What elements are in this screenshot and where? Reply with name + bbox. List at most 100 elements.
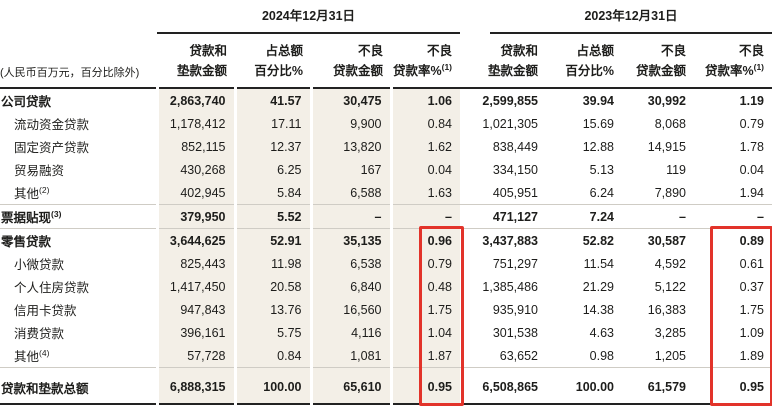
table-cell: 100.00 (233, 367, 311, 405)
table-cell: 0.96 (389, 228, 460, 252)
table-cell: 61,579 (622, 367, 694, 405)
table-row: 其他(4) 57,728 0.84 1,081 1.87 63,652 0.98 1,205 1… (0, 344, 772, 368)
table-row: 其他(2) 402,945 5.84 6,588 1.63 405,951 6.24 7,89… (0, 181, 772, 205)
table-row: 公司贷款 2,863,740 41.57 30,475 1.06 2,599,855 39.… (0, 88, 772, 112)
table-cell: 9,900 (309, 112, 391, 135)
row-label: 贷款和垫款总额 (0, 367, 157, 405)
table-cell: 15.69 (582, 116, 614, 131)
table-row: 贷款和垫款总额 6,888,315 100.00 65,610 0.95 6,508,86… (0, 367, 772, 405)
table-cell: 3,437,883 (482, 233, 538, 248)
row-label: 流动资金贷款 (14, 118, 90, 132)
table-cell: 0.04 (739, 162, 764, 177)
table-cell: 2,599,855 (482, 93, 538, 108)
table-cell: 30,587 (647, 233, 686, 248)
col-header-2023-npl-amount: 不良 贷款金额 (622, 34, 694, 89)
table-cell: 4,592 (654, 256, 686, 271)
table-cell: 6,538 (309, 252, 391, 275)
table-cell: 4,116 (309, 321, 391, 344)
table-cell: 5.52 (233, 204, 311, 229)
table-cell: 6,588 (309, 181, 391, 205)
column-header-row: (人民币百万元，百分比除外) 贷款和 垫款金额 占总额 百分比% 不良 贷款金额… (0, 34, 772, 89)
table-cell: 0.37 (739, 279, 764, 294)
row-label: 其他(4) (0, 344, 157, 368)
table-cell: 1.75 (739, 302, 764, 317)
table-cell: 20.58 (233, 275, 311, 298)
table-cell: 825,443 (155, 252, 235, 275)
table-cell: 1.06 (389, 88, 460, 112)
col-header-2023-loan-amount: 贷款和 垫款金额 (460, 34, 546, 89)
table-cell: 8,068 (654, 116, 686, 131)
footnote-ref: (3) (51, 208, 62, 219)
table-row: 小微贷款 825,443 11.98 6,538 0.79 751,297 11.54 4,5… (0, 252, 772, 275)
table-cell: 0.89 (739, 233, 764, 248)
table-cell: 751,297 (492, 256, 538, 271)
table-cell: 0.95 (389, 367, 460, 405)
table-cell: – (694, 204, 772, 229)
table-cell: 16,383 (647, 302, 686, 317)
table-cell: 935,910 (492, 302, 538, 317)
table-cell: 11.54 (583, 256, 614, 271)
row-label: 小微贷款 (14, 258, 65, 272)
table-cell: 5.84 (233, 181, 311, 205)
table-cell: 396,161 (155, 321, 235, 344)
table-cell: 334,150 (492, 162, 538, 177)
table-cell: 1.75 (389, 298, 460, 321)
table-cell: 1.89 (694, 344, 772, 368)
col-header-2023-pct-of-total: 占总额 百分比% (546, 34, 622, 89)
table-cell: 0.84 (389, 112, 460, 135)
spacer-cell (0, 0, 157, 34)
table-cell: 0.95 (694, 367, 772, 405)
table-cell: 1,178,412 (155, 112, 235, 135)
row-label: 消费贷款 (14, 327, 65, 341)
table-cell: 0.04 (389, 158, 460, 181)
table-cell: 13,820 (309, 135, 391, 158)
table-cell: 0.98 (546, 344, 622, 368)
table-cell: 1.63 (389, 181, 460, 205)
table-cell: 13.76 (233, 298, 311, 321)
footnote-ref-1: (1) (753, 61, 764, 72)
table-cell: 52.91 (233, 228, 311, 252)
row-label: 信用卡贷款 (14, 304, 77, 318)
table-cell: 0.61 (739, 256, 764, 271)
table-cell: 0.79 (739, 116, 764, 131)
footnote-ref: (4) (39, 347, 50, 358)
period-2023-cell: 2023年12月31日 (460, 0, 772, 34)
table-row: 消费贷款 396,161 5.75 4,116 1.04 301,538 4.63 3,285… (0, 321, 772, 344)
table-row: 个人住房贷款 1,417,450 20.58 6,840 0.48 1,385,486 21… (0, 275, 772, 298)
table-cell: 7,890 (622, 181, 694, 205)
table-cell: 167 (309, 158, 391, 181)
table-cell: 6,840 (309, 275, 391, 298)
table-cell: 4.63 (589, 325, 614, 340)
table-cell: 119 (666, 162, 686, 177)
table-cell: 57,728 (155, 344, 235, 368)
table-cell: 1,081 (309, 344, 391, 368)
table-cell: 0.84 (233, 344, 311, 368)
table-cell: 6.25 (233, 158, 311, 181)
row-label: 零售贷款 (1, 235, 52, 249)
row-label: 个人住房贷款 (14, 281, 90, 295)
table-cell: 52.82 (582, 233, 614, 248)
table-cell: 947,843 (155, 298, 235, 321)
table-cell: 12.37 (233, 135, 311, 158)
table-cell: 1.87 (389, 344, 460, 368)
table-cell: 63,652 (460, 344, 546, 368)
table-cell: 471,127 (460, 204, 546, 229)
table-cell: 3,285 (654, 325, 686, 340)
table-cell: 1,385,486 (482, 279, 538, 294)
footnote-ref: (2) (39, 184, 50, 195)
table-row: 贸易融资 430,268 6.25 167 0.04 334,150 5.13 119 0.04 (0, 158, 772, 181)
table-cell: 852,115 (155, 135, 235, 158)
table-cell: 1.04 (389, 321, 460, 344)
table-cell: 838,449 (492, 139, 538, 154)
table-cell: 100.00 (546, 367, 622, 405)
row-label: 票据贴现(3) (0, 204, 157, 229)
table-cell: 1.62 (389, 135, 460, 158)
table-cell: 65,610 (309, 367, 391, 405)
row-label: 固定资产贷款 (14, 141, 90, 155)
table-cell: 1.09 (739, 325, 764, 340)
table-cell: 0.79 (389, 252, 460, 275)
table-cell: 14,915 (647, 139, 686, 154)
table-cell: 6,888,315 (155, 367, 235, 405)
